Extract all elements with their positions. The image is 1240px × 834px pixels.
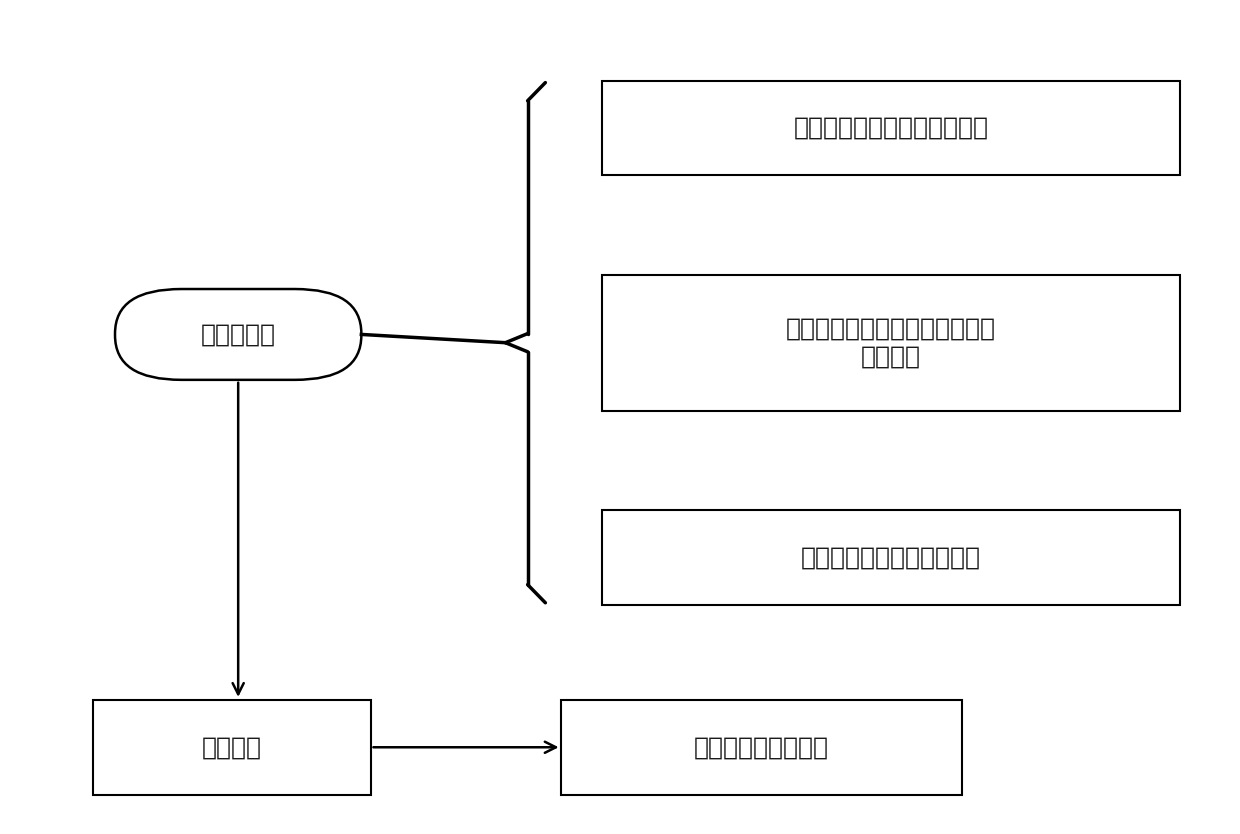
FancyBboxPatch shape — [562, 700, 962, 795]
FancyBboxPatch shape — [115, 289, 361, 379]
FancyBboxPatch shape — [93, 700, 371, 795]
Text: 运行粗糙集属性约减对指标进行
二次筛选: 运行粗糙集属性约减对指标进行 二次筛选 — [786, 317, 996, 369]
Text: 使用统计方法对指标进行初选: 使用统计方法对指标进行初选 — [794, 116, 988, 140]
Text: 对聚类结果进行分析: 对聚类结果进行分析 — [694, 736, 830, 759]
FancyBboxPatch shape — [601, 81, 1180, 175]
Text: 对输入指标进行标准化处理: 对输入指标进行标准化处理 — [801, 545, 981, 570]
Text: 样本预处理: 样本预处理 — [201, 323, 275, 346]
Text: 模糊聚类: 模糊聚类 — [202, 736, 262, 759]
FancyBboxPatch shape — [601, 510, 1180, 605]
FancyBboxPatch shape — [601, 274, 1180, 411]
